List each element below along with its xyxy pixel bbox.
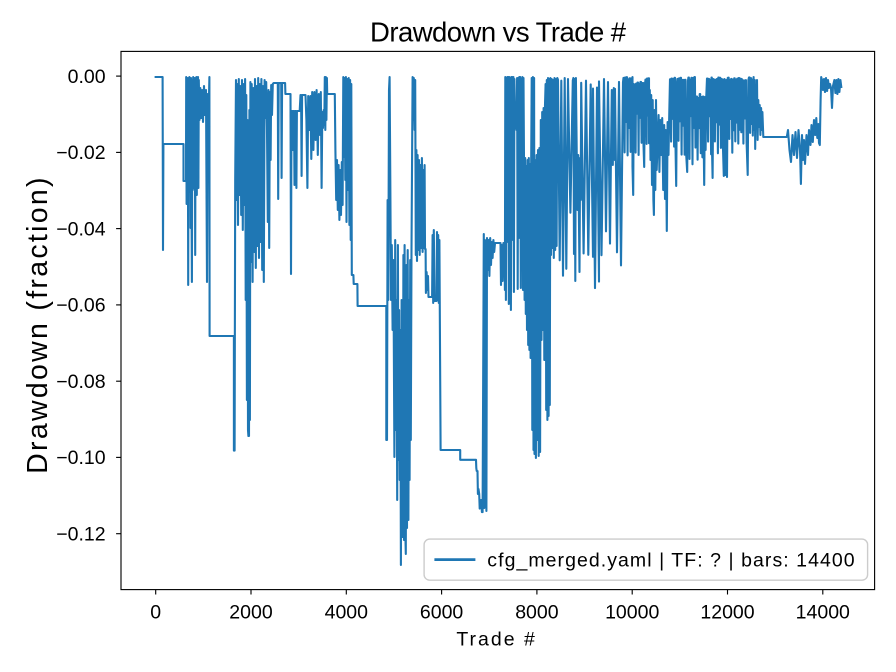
svg-text:0.00: 0.00 bbox=[68, 66, 106, 88]
svg-text:4000: 4000 bbox=[325, 602, 369, 624]
svg-text:14000: 14000 bbox=[796, 602, 850, 624]
svg-text:Drawdown (fraction): Drawdown (fraction) bbox=[22, 175, 54, 474]
svg-text:−0.04: −0.04 bbox=[56, 218, 105, 240]
svg-text:Trade #: Trade # bbox=[456, 629, 536, 651]
svg-text:12000: 12000 bbox=[700, 602, 754, 624]
svg-text:Drawdown vs Trade #: Drawdown vs Trade # bbox=[370, 17, 627, 48]
svg-text:6000: 6000 bbox=[420, 602, 464, 624]
svg-text:−0.08: −0.08 bbox=[56, 371, 105, 393]
svg-text:−0.06: −0.06 bbox=[56, 295, 105, 317]
svg-text:2000: 2000 bbox=[229, 602, 273, 624]
svg-text:−0.12: −0.12 bbox=[56, 523, 105, 545]
svg-text:0: 0 bbox=[150, 602, 161, 624]
svg-text:−0.02: −0.02 bbox=[56, 142, 105, 164]
svg-text:8000: 8000 bbox=[515, 602, 559, 624]
svg-text:cfg_merged.yaml | TF: ? | bars: cfg_merged.yaml | TF: ? | bars: 14400 bbox=[487, 549, 855, 571]
svg-text:10000: 10000 bbox=[605, 602, 659, 624]
svg-text:−0.10: −0.10 bbox=[56, 447, 105, 469]
